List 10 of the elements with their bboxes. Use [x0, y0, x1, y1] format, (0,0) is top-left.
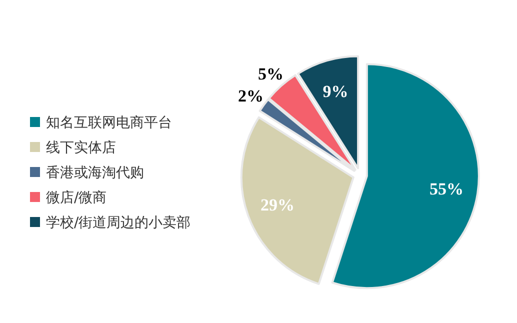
data-label: 5% — [258, 64, 284, 84]
data-label: 9% — [322, 82, 348, 101]
data-label: 29% — [260, 196, 295, 215]
legend-label: 香港或海淘代购 — [46, 165, 144, 181]
data-label: 2% — [238, 86, 264, 106]
legend-label: 知名互联网电商平台 — [46, 115, 172, 131]
legend-label: 微店/微商 — [46, 190, 107, 206]
legend-label: 线下实体店 — [46, 140, 116, 156]
data-label: 55% — [430, 180, 464, 199]
legend-label: 学校/街道周边的小卖部 — [46, 215, 191, 231]
